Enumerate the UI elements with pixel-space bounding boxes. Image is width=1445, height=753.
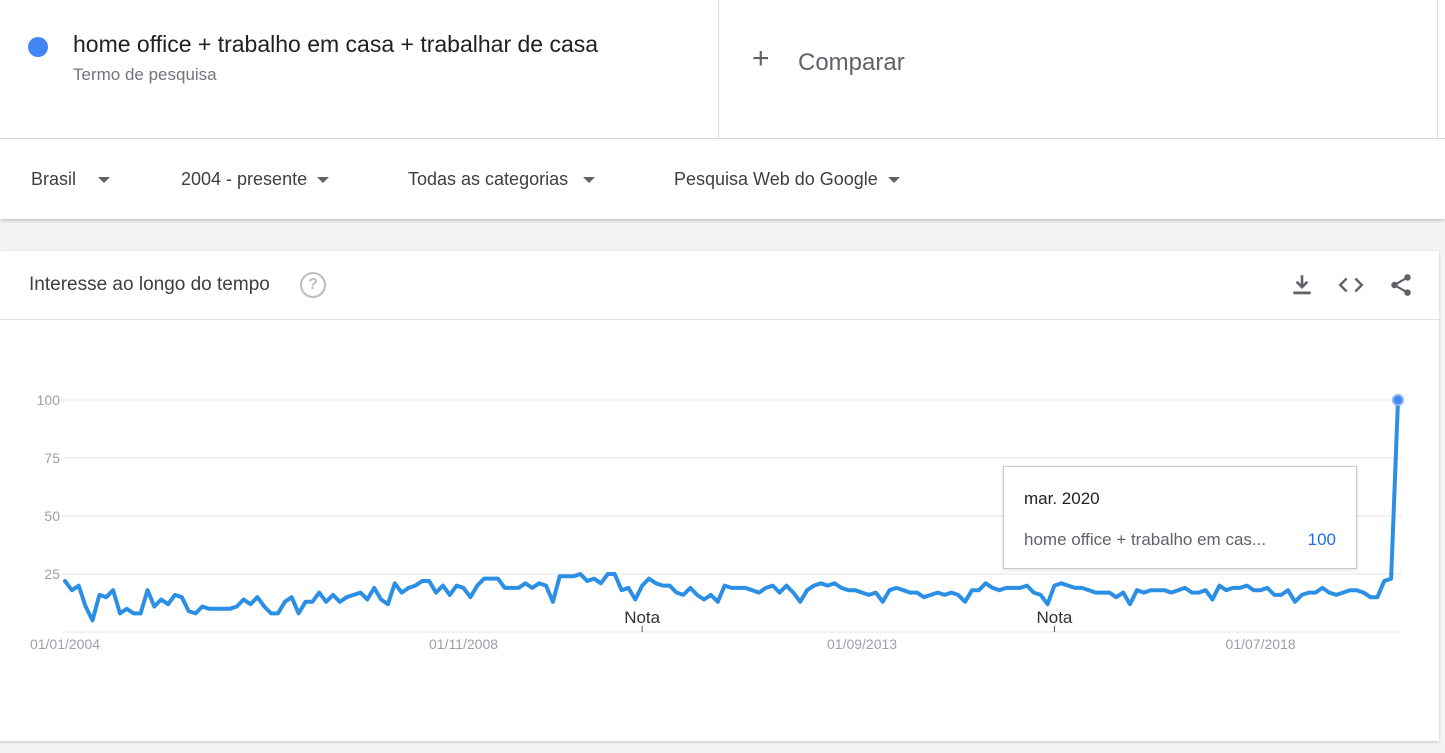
- annotation-label: Nota: [1036, 608, 1072, 627]
- card-header: Interesse ao longo do tempo ?: [0, 251, 1439, 320]
- caret-down-icon: [317, 177, 330, 184]
- annotation-label: Nota: [624, 608, 660, 627]
- y-tick-label: 75: [44, 450, 60, 466]
- y-tick-label: 50: [44, 508, 60, 524]
- region-filter[interactable]: Brasil: [31, 169, 111, 190]
- series-color-dot: [28, 37, 48, 57]
- category-filter[interactable]: Todas as categorias: [408, 169, 596, 190]
- search-term-subtitle: Termo de pesquisa: [73, 65, 217, 84]
- compare-label: Comparar: [798, 49, 905, 76]
- search-type-filter-label: Pesquisa Web do Google: [674, 169, 878, 189]
- y-tick-label: 100: [37, 392, 61, 408]
- caret-down-icon: [583, 177, 596, 184]
- region-filter-label: Brasil: [31, 169, 77, 189]
- chart-tooltip: mar. 2020 home office + trabalho em cas.…: [1003, 466, 1357, 569]
- search-type-filter[interactable]: Pesquisa Web do Google: [674, 169, 900, 190]
- tooltip-series-label: home office + trabalho em cas...: [1024, 530, 1267, 549]
- embed-icon[interactable]: [1338, 272, 1364, 298]
- caret-down-icon: [98, 177, 111, 184]
- tooltip-date: mar. 2020: [1024, 489, 1100, 508]
- search-term-card[interactable]: home office + trabalho em casa + trabalh…: [0, 0, 719, 138]
- caret-down-icon: [887, 177, 900, 184]
- search-term-title[interactable]: home office + trabalho em casa + trabalh…: [73, 31, 599, 57]
- search-terms-bar: home office + trabalho em casa + trabalh…: [0, 0, 1445, 139]
- interest-chart: 25 50 75 100 01/01/2004 01/11/2008 01/09/2013…: [30, 392, 1404, 652]
- plus-icon: +: [752, 42, 770, 75]
- period-filter-label: 2004 - presente: [181, 169, 308, 189]
- help-circle-icon[interactable]: ?: [300, 272, 326, 298]
- y-tick-label: 25: [44, 566, 60, 582]
- filter-bar: Brasil 2004 - presente Todas as categori…: [0, 139, 1445, 219]
- share-icon[interactable]: [1388, 272, 1414, 298]
- period-filter[interactable]: 2004 - presente: [181, 169, 330, 190]
- card-title: Interesse ao longo do tempo: [29, 274, 270, 295]
- compare-button[interactable]: + Comparar: [719, 0, 1438, 138]
- tooltip-value: 100: [1307, 530, 1336, 549]
- series-line: [63, 398, 1400, 623]
- x-tick-label: 01/01/2004: [30, 636, 100, 652]
- download-icon[interactable]: [1289, 272, 1315, 298]
- x-tick-label: 01/11/2008: [429, 636, 498, 652]
- x-tick-label: 01/09/2013: [827, 636, 897, 652]
- highlighted-point: [1392, 394, 1404, 406]
- category-filter-label: Todas as categorias: [408, 169, 569, 189]
- x-tick-label: 01/07/2018: [1226, 636, 1296, 652]
